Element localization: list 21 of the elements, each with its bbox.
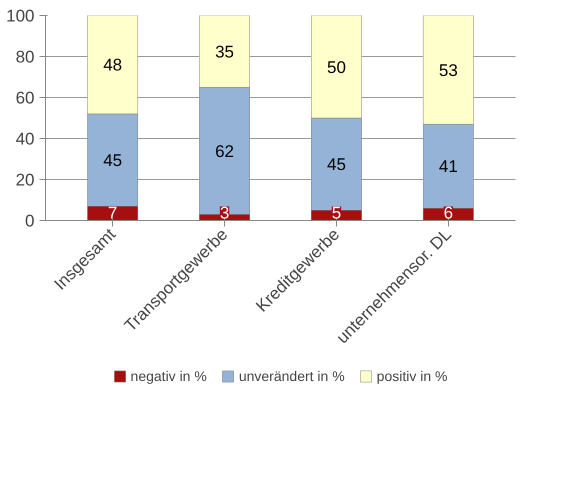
data-label: 53 (438, 60, 458, 80)
data-label: 62 (215, 142, 234, 161)
data-label: 50 (327, 58, 346, 77)
y-tick-label: 60 (16, 88, 35, 108)
y-tick-label: 0 (25, 212, 35, 230)
data-label: 3 (220, 203, 230, 222)
data-label: 45 (103, 151, 122, 170)
data-label: 45 (327, 155, 346, 174)
data-label: 5 (332, 203, 342, 222)
y-tick-label: 80 (16, 48, 35, 66)
data-label: 6 (444, 203, 454, 222)
data-label: 41 (438, 157, 458, 176)
legend-label: unverändert in % (238, 368, 345, 384)
data-label: 48 (103, 56, 122, 75)
data-label: 35 (215, 42, 234, 62)
y-tick-label: 40 (16, 130, 35, 148)
y-tick-label: 20 (16, 170, 35, 190)
legend-label: positiv in % (376, 368, 448, 384)
data-label: 7 (108, 203, 118, 222)
y-tick-label: 100 (6, 6, 35, 26)
legend-label: negativ in % (130, 368, 207, 384)
